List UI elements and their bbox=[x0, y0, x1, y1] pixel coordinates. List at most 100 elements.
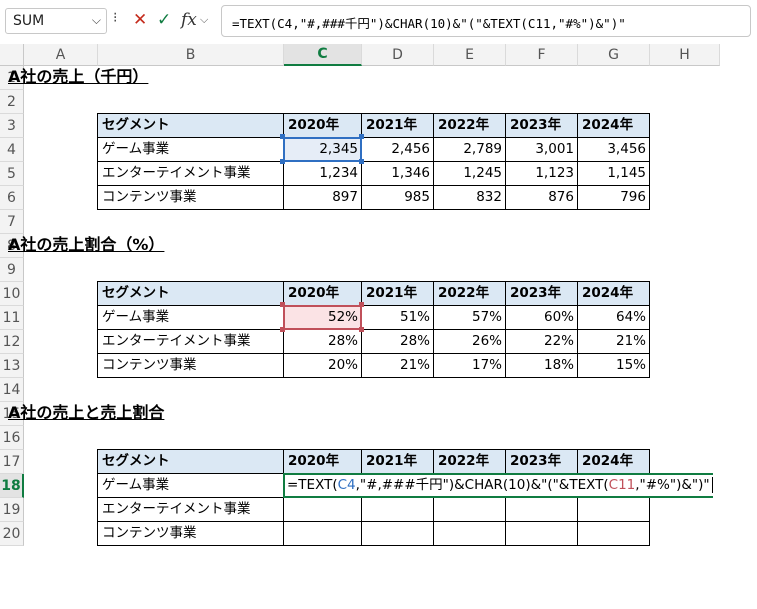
section1-row-label[interactable]: ゲーム事業 bbox=[97, 137, 284, 162]
row-header-3[interactable]: 3 bbox=[0, 114, 24, 138]
section1-cell[interactable]: 985 bbox=[361, 185, 434, 210]
section1-cell[interactable]: 3,456 bbox=[577, 137, 650, 162]
section1-cell[interactable]: 1,145 bbox=[577, 161, 650, 186]
row-header-20[interactable]: 20 bbox=[0, 522, 24, 546]
section1-row-label[interactable]: コンテンツ事業 bbox=[97, 185, 284, 210]
section2-cell[interactable]: 60% bbox=[505, 305, 578, 330]
section2-cell[interactable]: 20% bbox=[283, 353, 362, 378]
ref-handle[interactable] bbox=[280, 327, 285, 332]
section1-cell[interactable]: 2,456 bbox=[361, 137, 434, 162]
row-header-17[interactable]: 17 bbox=[0, 450, 24, 474]
row-header-8[interactable]: 8 bbox=[0, 234, 24, 258]
ref-box-c11[interactable] bbox=[283, 305, 362, 330]
ref-handle[interactable] bbox=[359, 159, 364, 164]
section2-row-label[interactable]: コンテンツ事業 bbox=[97, 353, 284, 378]
row-header-15[interactable]: 15 bbox=[0, 402, 24, 426]
column-header-a[interactable]: A bbox=[24, 44, 98, 66]
formula-input[interactable]: =TEXT(C4,"#,###千円")&CHAR(10)&"("&TEXT(C1… bbox=[221, 5, 751, 37]
section2-cell[interactable]: 26% bbox=[433, 329, 506, 354]
select-all-corner[interactable] bbox=[0, 44, 24, 66]
section2-row-label[interactable]: エンターテイメント事業 bbox=[97, 329, 284, 354]
cancel-icon[interactable]: ✕ bbox=[133, 10, 148, 30]
section3-cell[interactable] bbox=[433, 497, 506, 522]
section2-row-label[interactable]: ゲーム事業 bbox=[97, 305, 284, 330]
section1-cell[interactable]: 3,001 bbox=[505, 137, 578, 162]
row-header-7[interactable]: 7 bbox=[0, 210, 24, 234]
section1-row-label[interactable]: エンターテイメント事業 bbox=[97, 161, 284, 186]
section3-row-label[interactable]: ゲーム事業 bbox=[97, 473, 284, 498]
spreadsheet-grid[interactable]: A B C D E F G H 1 2 3 4 5 6 7 8 9 10 11 12 13 14 15 16 17 18 19 20 A… bbox=[0, 44, 757, 609]
section1-cell[interactable]: 1,234 bbox=[283, 161, 362, 186]
column-header-g[interactable]: G bbox=[578, 44, 650, 66]
column-header-e[interactable]: E bbox=[434, 44, 506, 66]
section2-cell[interactable]: 28% bbox=[361, 329, 434, 354]
ref-handle[interactable] bbox=[359, 302, 364, 307]
section1-cell[interactable]: 897 bbox=[283, 185, 362, 210]
row-header-9[interactable]: 9 bbox=[0, 258, 24, 282]
section3-row-label[interactable]: コンテンツ事業 bbox=[97, 521, 284, 546]
row-header-12[interactable]: 12 bbox=[0, 330, 24, 354]
section1-cell[interactable]: 2,789 bbox=[433, 137, 506, 162]
row-header-4[interactable]: 4 bbox=[0, 138, 24, 162]
row-header-10[interactable]: 10 bbox=[0, 282, 24, 306]
ref-handle[interactable] bbox=[280, 159, 285, 164]
section1-cell[interactable]: 876 bbox=[505, 185, 578, 210]
section2-cell[interactable]: 22% bbox=[505, 329, 578, 354]
section2-header-3: 2022年 bbox=[433, 281, 506, 306]
section1-cell[interactable]: 796 bbox=[577, 185, 650, 210]
row-header-5[interactable]: 5 bbox=[0, 162, 24, 186]
name-box-value: SUM bbox=[13, 13, 45, 29]
section2-cell[interactable]: 57% bbox=[433, 305, 506, 330]
section3-cell[interactable] bbox=[577, 521, 650, 546]
formula-part-p2: ,"#,###千円")&CHAR(10)&"("&TEXT( bbox=[355, 477, 609, 493]
row-header-14[interactable]: 14 bbox=[0, 378, 24, 402]
section1-cell[interactable]: 832 bbox=[433, 185, 506, 210]
fx-chevron-icon[interactable]: ⌵ bbox=[200, 13, 209, 26]
more-options-icon[interactable]: ⁝ bbox=[113, 10, 118, 26]
row-header-19[interactable]: 19 bbox=[0, 498, 24, 522]
insert-function-icon[interactable]: fx bbox=[181, 10, 197, 30]
section2-cell[interactable]: 15% bbox=[577, 353, 650, 378]
column-header-h[interactable]: H bbox=[650, 44, 720, 66]
row-header-13[interactable]: 13 bbox=[0, 354, 24, 378]
section2-cell[interactable]: 64% bbox=[577, 305, 650, 330]
row-header-2[interactable]: 2 bbox=[0, 90, 24, 114]
row-header-11[interactable]: 11 bbox=[0, 306, 24, 330]
section3-cell[interactable] bbox=[577, 497, 650, 522]
section2-cell[interactable]: 18% bbox=[505, 353, 578, 378]
row-header-16[interactable]: 16 bbox=[0, 426, 24, 450]
chevron-down-icon[interactable]: ⌵ bbox=[91, 13, 101, 27]
active-cell-editor[interactable]: =TEXT(C4,"#,###千円")&CHAR(10)&"("&TEXT(C1… bbox=[283, 473, 713, 498]
ref-handle[interactable] bbox=[280, 134, 285, 139]
column-header-d[interactable]: D bbox=[362, 44, 434, 66]
row-header-18[interactable]: 18 bbox=[0, 474, 24, 498]
section2-cell[interactable]: 17% bbox=[433, 353, 506, 378]
enter-check-icon[interactable]: ✓ bbox=[157, 10, 172, 30]
column-header-c[interactable]: C bbox=[284, 44, 362, 66]
name-box[interactable]: SUM ⌵ bbox=[5, 8, 107, 34]
section3-cell[interactable] bbox=[283, 497, 362, 522]
row-header-1[interactable]: 1 bbox=[0, 66, 24, 90]
section3-cell[interactable] bbox=[433, 521, 506, 546]
section3-cell[interactable] bbox=[361, 497, 434, 522]
section3-cell[interactable] bbox=[361, 521, 434, 546]
column-header-b[interactable]: B bbox=[98, 44, 284, 66]
ref-handle[interactable] bbox=[359, 134, 364, 139]
ref-handle[interactable] bbox=[280, 302, 285, 307]
section2-cell[interactable]: 51% bbox=[361, 305, 434, 330]
section1-cell[interactable]: 1,123 bbox=[505, 161, 578, 186]
section3-header-3: 2022年 bbox=[433, 449, 506, 474]
section1-cell[interactable]: 1,245 bbox=[433, 161, 506, 186]
section2-cell[interactable]: 21% bbox=[577, 329, 650, 354]
section2-cell[interactable]: 28% bbox=[283, 329, 362, 354]
ref-box-c4[interactable] bbox=[283, 137, 362, 162]
section3-cell[interactable] bbox=[505, 521, 578, 546]
row-header-6[interactable]: 6 bbox=[0, 186, 24, 210]
section3-cell[interactable] bbox=[505, 497, 578, 522]
column-header-f[interactable]: F bbox=[506, 44, 578, 66]
section3-row-label[interactable]: エンターテイメント事業 bbox=[97, 497, 284, 522]
section1-cell[interactable]: 1,346 bbox=[361, 161, 434, 186]
ref-handle[interactable] bbox=[359, 327, 364, 332]
section2-cell[interactable]: 21% bbox=[361, 353, 434, 378]
section3-cell[interactable] bbox=[283, 521, 362, 546]
